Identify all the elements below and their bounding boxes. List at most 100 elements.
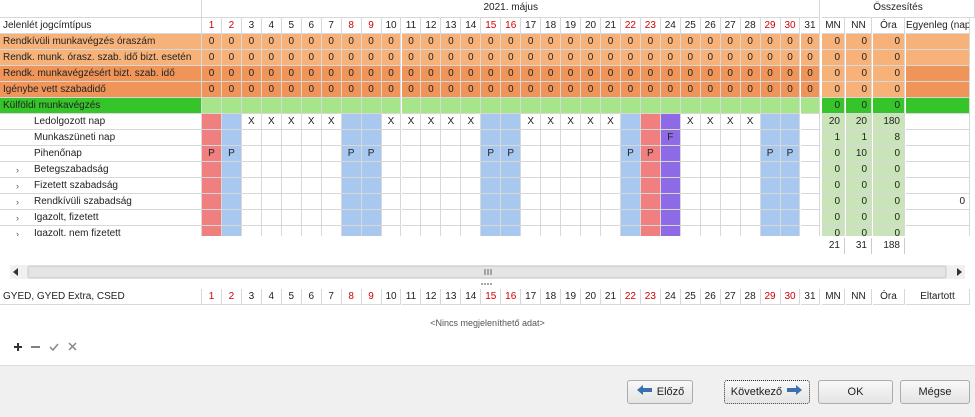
day-cell [461,162,482,178]
day-cell [620,226,641,236]
sum-column-header: Eltartott [906,289,970,305]
day-cell [660,226,681,236]
day-cell: 0 [561,50,582,66]
cancel-button[interactable]: Mégse [900,380,970,404]
row-label: Fizetett szabadság [0,178,202,194]
day-cell: P [361,146,382,162]
day-cell: 0 [720,66,741,82]
next-button[interactable]: Következő [724,380,810,404]
cancel-icon[interactable] [68,342,77,351]
row-label: Ledolgozott nap [0,114,202,130]
day-cell [321,178,342,194]
day-cell [381,146,402,162]
day-cell [760,162,781,178]
total: 188 [873,238,905,254]
sum-cell: 8 [873,130,905,146]
sum-cell: 0 [822,66,845,82]
sum-cell: 0 [822,226,845,236]
day-cell: 0 [321,34,342,50]
day-cell [501,194,522,210]
day-header: 8 [341,289,362,305]
day-cell [421,178,442,194]
day-header: 21 [601,289,621,305]
day-cell: 0 [241,82,262,98]
sum-cell: 0 [873,82,905,98]
ok-button[interactable]: OK [818,380,893,404]
day-cell [720,146,741,162]
day-cell [421,210,442,226]
day-cell: 0 [221,66,242,82]
day-cell [341,226,362,236]
day-cell: 0 [321,66,342,82]
day-cell [561,162,582,178]
confirm-icon[interactable] [49,343,59,352]
day-cell: 0 [321,82,342,98]
day-cell [381,162,402,178]
day-cell [261,226,282,236]
day-cell [481,130,502,146]
day-cell: 0 [620,82,641,98]
day-header: 9 [361,18,382,34]
day-cell: 0 [521,50,542,66]
day-cell: X [401,114,422,130]
day-cell [620,194,641,210]
row-label: Pihenőnap [0,146,202,162]
sum-column-header: MN [822,18,845,34]
prev-arrow [636,385,652,395]
add-icon[interactable] [14,343,22,351]
day-cell [581,194,601,210]
day-cell [660,146,681,162]
day-cell [241,130,262,146]
day-cell [461,210,482,226]
day-cell [601,226,621,236]
day-cell [680,98,701,114]
day-cell: 0 [800,34,821,50]
day-cell: X [241,114,262,130]
day-cell [700,178,721,194]
sum-cell [906,114,970,130]
day-cell: X [700,114,721,130]
sum-column-header: Óra [873,289,905,305]
day-cell: P [780,146,801,162]
day-cell [401,210,422,226]
sum-column-header: Óra [873,18,905,34]
day-header: 7 [321,289,342,305]
day-cell: F [660,130,681,146]
row-label: Betegszabadság [0,162,202,178]
day-cell [301,146,322,162]
day-cell [441,98,462,114]
day-cell: 0 [221,50,242,66]
day-cell [341,98,362,114]
day-cell: X [261,114,282,130]
splitter-dots[interactable] [480,282,494,286]
prev-button[interactable]: Előző [627,380,693,404]
day-cell [561,226,582,236]
day-cell: 0 [720,34,741,50]
day-header: 24 [660,18,681,34]
day-cell: 0 [640,82,661,98]
day-header: 14 [461,18,482,34]
day-cell: 0 [202,66,222,82]
day-cell [461,130,482,146]
day-cell [361,210,382,226]
sum-cell [906,66,970,82]
sum-cell [906,146,970,162]
sum-cell: 0 [873,98,905,114]
day-cell [221,194,242,210]
sum-cell: 0 [873,50,905,66]
day-cell: 0 [481,34,502,50]
sum-cell: 0 [873,66,905,82]
day-cell [261,194,282,210]
day-cell [202,178,222,194]
day-cell [780,226,801,236]
day-header: 15 [481,18,502,34]
day-header: 27 [720,289,741,305]
day-header: 18 [541,18,562,34]
scrollbar[interactable] [10,265,965,279]
day-cell [660,194,681,210]
sum-cell: 0 [873,162,905,178]
sum-cell: 1 [846,130,872,146]
day-cell [381,210,402,226]
row-label: Rendkívüli szabadság [0,194,202,210]
expand-arrow: › [16,213,19,223]
